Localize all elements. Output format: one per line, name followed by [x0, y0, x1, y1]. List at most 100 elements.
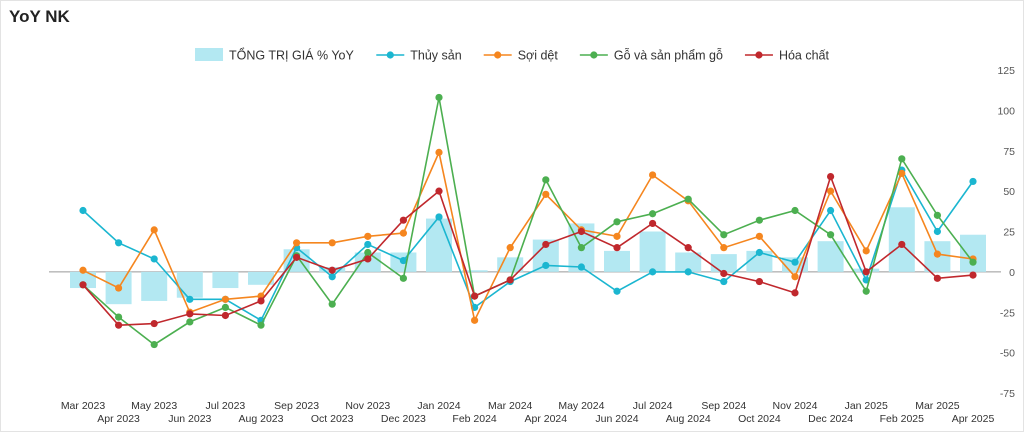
data-point — [613, 232, 621, 240]
data-point — [506, 276, 514, 284]
x-tick-label: Aug 2023 — [239, 413, 284, 425]
data-point — [471, 316, 479, 324]
y-tick-label: -50 — [1000, 348, 1015, 360]
legend-label: Thủy sản — [410, 49, 461, 63]
data-point — [399, 216, 407, 224]
data-point — [115, 321, 123, 329]
data-point — [755, 248, 764, 257]
data-point — [328, 266, 336, 274]
data-point — [435, 213, 443, 221]
x-tick-label: Apr 2025 — [952, 413, 995, 425]
bar — [426, 218, 452, 272]
data-point — [862, 268, 870, 276]
data-point — [364, 255, 372, 263]
x-tick-label: May 2023 — [131, 400, 177, 412]
legend-marker — [386, 51, 394, 59]
data-point — [399, 229, 407, 237]
data-point — [613, 218, 621, 226]
data-point — [933, 211, 942, 219]
data-point — [969, 177, 977, 186]
bar — [604, 250, 630, 272]
y-tick-label: 25 — [1003, 227, 1015, 239]
data-point — [435, 187, 443, 195]
legend-label: Hóa chất — [779, 49, 830, 63]
bar — [888, 207, 915, 272]
data-point — [969, 271, 977, 279]
data-point — [364, 240, 372, 249]
data-point — [898, 155, 906, 163]
data-point — [577, 227, 586, 236]
data-point — [435, 148, 443, 156]
data-point — [399, 256, 407, 265]
data-point — [827, 172, 835, 181]
x-tick-label: Jan 2024 — [417, 400, 460, 412]
bar — [176, 271, 203, 298]
x-tick-label: Aug 2024 — [666, 413, 711, 425]
data-point — [862, 287, 870, 295]
bar — [639, 231, 666, 272]
legend-label: TỔNG TRỊ GIÁ % YoY — [229, 48, 354, 63]
legend-swatch — [195, 48, 224, 61]
data-point — [115, 284, 123, 292]
data-point — [328, 239, 336, 247]
x-tick-label: Apr 2023 — [97, 413, 140, 425]
data-point — [649, 219, 657, 228]
bar — [817, 241, 844, 272]
y-tick-label: 75 — [1003, 146, 1015, 158]
data-point — [293, 253, 301, 261]
x-tick-label: Mar 2025 — [915, 400, 960, 412]
bar — [212, 271, 239, 289]
data-point — [79, 266, 87, 274]
data-point — [577, 263, 586, 271]
data-point — [293, 239, 301, 247]
x-tick-label: Nov 2024 — [773, 400, 818, 412]
data-point — [221, 303, 229, 312]
bar — [141, 271, 168, 301]
data-point — [791, 273, 799, 281]
data-point — [827, 206, 835, 215]
legend-marker — [755, 51, 763, 59]
y-tick-label: 125 — [997, 65, 1015, 77]
bar — [248, 271, 274, 285]
bar — [461, 270, 488, 272]
data-point — [79, 281, 87, 289]
data-point — [328, 300, 336, 308]
data-point — [791, 289, 799, 297]
data-point — [150, 340, 158, 349]
data-point — [969, 258, 977, 266]
data-point — [720, 244, 728, 252]
data-point — [115, 239, 123, 247]
y-tick-label: -75 — [1000, 388, 1015, 400]
x-tick-label: Feb 2025 — [880, 413, 925, 425]
x-tick-label: Jun 2023 — [168, 413, 211, 425]
data-point — [542, 176, 550, 184]
x-tick-label: Jul 2024 — [633, 400, 673, 412]
x-tick-label: Dec 2023 — [381, 413, 426, 425]
series-line — [82, 168, 974, 322]
data-point — [577, 244, 586, 252]
data-point — [720, 269, 728, 278]
data-point — [506, 244, 514, 252]
x-tick-label: Feb 2024 — [452, 413, 497, 425]
legend-label: Gỗ và sản phẩm gỗ — [614, 48, 723, 63]
data-point — [898, 240, 906, 249]
y-tick-label: 0 — [1009, 267, 1015, 279]
data-point — [221, 295, 229, 303]
data-point — [791, 206, 799, 215]
data-point — [613, 287, 621, 295]
x-tick-label: Dec 2024 — [808, 413, 853, 425]
data-point — [115, 313, 123, 321]
x-tick-label: Mar 2024 — [488, 400, 533, 412]
bar — [746, 250, 773, 272]
x-tick-label: Sep 2024 — [701, 400, 746, 412]
data-point — [933, 227, 942, 236]
data-point — [827, 187, 835, 195]
data-point — [684, 268, 692, 276]
series-line — [82, 149, 974, 323]
data-point — [755, 277, 764, 286]
bar — [960, 234, 986, 272]
data-point — [542, 240, 550, 249]
x-tick-label: Jan 2025 — [845, 400, 888, 412]
legend-marker — [590, 51, 598, 59]
